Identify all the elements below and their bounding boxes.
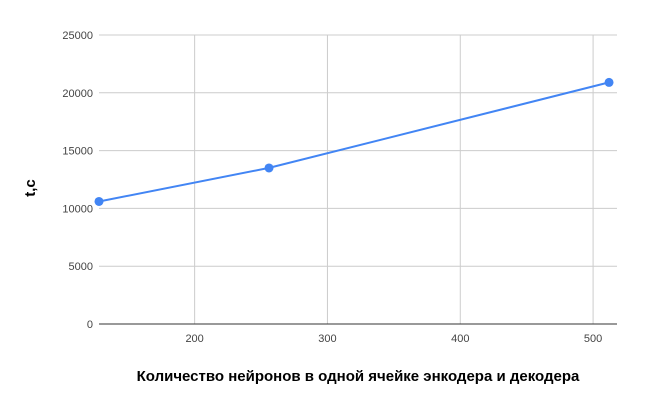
x-tick-labels: 200 300 400 500 [185,333,602,345]
x-tick-label: 300 [318,333,336,345]
data-point [264,163,274,173]
x-tick-label: 400 [451,333,469,345]
x-tick-label: 500 [584,333,602,345]
y-tick-label: 10000 [62,203,93,215]
data-point [604,77,614,87]
y-tick-label: 20000 [62,88,93,100]
series-group [94,77,614,206]
data-point [94,196,104,206]
gridlines [99,34,617,324]
x-tick-label: 200 [185,333,203,345]
y-tick-label: 25000 [62,30,93,42]
y-tick-label: 5000 [69,261,93,273]
y-tick-label: 15000 [62,146,93,158]
x-axis-title: Количество нейронов в одной ячейке энкод… [137,368,580,385]
y-tick-labels: 0 5000 10000 15000 20000 25000 [62,30,93,331]
series-line [98,81,610,203]
y-axis-title: t,c [22,179,39,197]
y-tick-label: 0 [87,319,93,331]
